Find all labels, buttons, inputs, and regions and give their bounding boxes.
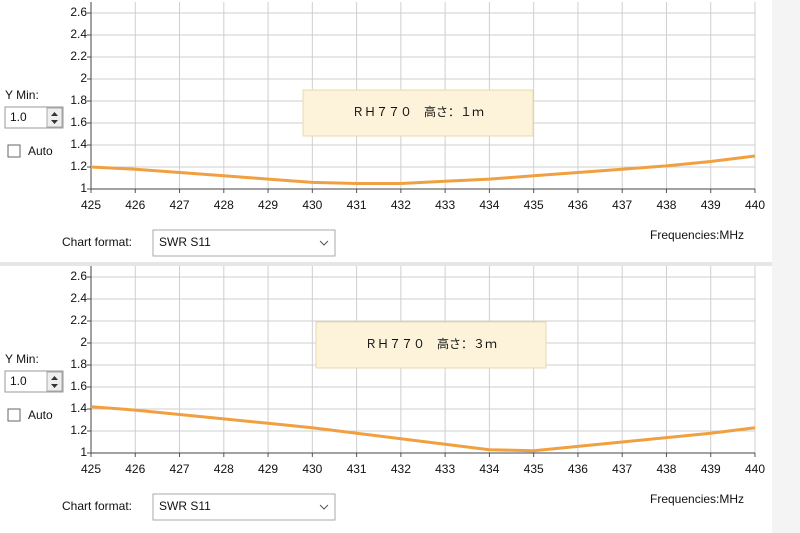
y-tick-label: 2.4 — [70, 27, 87, 41]
auto-label: Auto — [28, 408, 53, 422]
x-axis-label: Frequencies:MHz — [650, 492, 744, 506]
y-tick-label: 1 — [80, 181, 87, 195]
y-tick-label: 2 — [80, 71, 87, 85]
y-tick-label: 1.8 — [70, 93, 87, 107]
annotation: ＲＨ７７０ 高さ：１ｍ — [352, 104, 484, 119]
x-tick-label: 434 — [479, 198, 499, 212]
x-tick-label: 439 — [701, 198, 721, 212]
x-tick-label: 438 — [656, 198, 676, 212]
x-axis-label: Frequencies:MHz — [650, 228, 744, 242]
y-tick-label: 2.4 — [70, 291, 87, 305]
x-tick-label: 440 — [745, 462, 765, 476]
chart-format-label: Chart format: — [62, 235, 132, 249]
x-tick-label: 435 — [524, 198, 544, 212]
y-tick-label: 1.8 — [70, 357, 87, 371]
chart-format-select[interactable] — [152, 493, 336, 521]
x-tick-label: 432 — [391, 198, 411, 212]
y-tick-label: 2.6 — [70, 269, 87, 283]
y-tick-label: 1.6 — [70, 379, 87, 393]
x-tick-label: 426 — [125, 462, 145, 476]
spinner-buttons[interactable] — [46, 371, 63, 392]
x-tick-label: 436 — [568, 198, 588, 212]
x-tick-label: 429 — [258, 462, 278, 476]
chart-format-value: SWR S11 — [159, 499, 211, 513]
spinner-buttons[interactable] — [46, 107, 63, 128]
auto-checkbox[interactable] — [7, 408, 21, 422]
x-tick-label: 427 — [170, 462, 190, 476]
y-tick-label: 1.2 — [70, 423, 87, 437]
chart-format-value: SWR S11 — [159, 235, 211, 249]
x-tick-label: 436 — [568, 462, 588, 476]
x-tick-label: 438 — [656, 462, 676, 476]
y-tick-label: 1.2 — [70, 159, 87, 173]
x-tick-label: 431 — [347, 198, 367, 212]
x-tick-label: 425 — [81, 462, 101, 476]
x-tick-label: 433 — [435, 198, 455, 212]
x-tick-label: 437 — [612, 462, 632, 476]
y-tick-label: 2 — [80, 335, 87, 349]
annotation: ＲＨ７７０ 高さ：３ｍ — [365, 336, 497, 351]
y-min-label: Y Min: — [5, 88, 39, 102]
y-min-label: Y Min: — [5, 352, 39, 366]
select-arrow — [319, 240, 329, 246]
x-tick-label: 439 — [701, 462, 721, 476]
auto-checkbox[interactable] — [7, 144, 21, 158]
y-tick-label: 2.6 — [70, 5, 87, 19]
y-tick-label: 2.2 — [70, 49, 87, 63]
x-tick-label: 432 — [391, 462, 411, 476]
y-tick-label: 1.4 — [70, 137, 87, 151]
x-tick-label: 427 — [170, 198, 190, 212]
chart-format-label: Chart format: — [62, 499, 132, 513]
x-tick-label: 430 — [302, 198, 322, 212]
x-tick-label: 429 — [258, 198, 278, 212]
x-tick-label: 428 — [214, 198, 234, 212]
x-tick-label: 434 — [479, 462, 499, 476]
x-tick-label: 431 — [347, 462, 367, 476]
x-tick-label: 440 — [745, 198, 765, 212]
spinner-arrows — [51, 112, 58, 124]
x-tick-label: 435 — [524, 462, 544, 476]
y-tick-label: 1.4 — [70, 401, 87, 415]
y-tick-label: 1 — [80, 445, 87, 459]
data-line — [90, 405, 756, 453]
auto-label: Auto — [28, 144, 53, 158]
spinner-arrows — [51, 376, 58, 388]
data-line — [90, 154, 756, 185]
chart-format-select[interactable] — [152, 229, 336, 257]
side-strip — [772, 0, 800, 533]
annotation-box — [302, 89, 534, 137]
x-tick-label: 428 — [214, 462, 234, 476]
y-min-value: 1.0 — [10, 110, 27, 124]
separator — [0, 262, 800, 266]
x-tick-label: 425 — [81, 198, 101, 212]
y-tick-label: 2.2 — [70, 313, 87, 327]
x-tick-label: 433 — [435, 462, 455, 476]
annotation-box — [315, 321, 547, 369]
select-arrow — [319, 504, 329, 510]
y-min-value: 1.0 — [10, 374, 27, 388]
x-tick-label: 426 — [125, 198, 145, 212]
y-tick-label: 1.6 — [70, 115, 87, 129]
x-tick-label: 430 — [302, 462, 322, 476]
x-tick-label: 437 — [612, 198, 632, 212]
